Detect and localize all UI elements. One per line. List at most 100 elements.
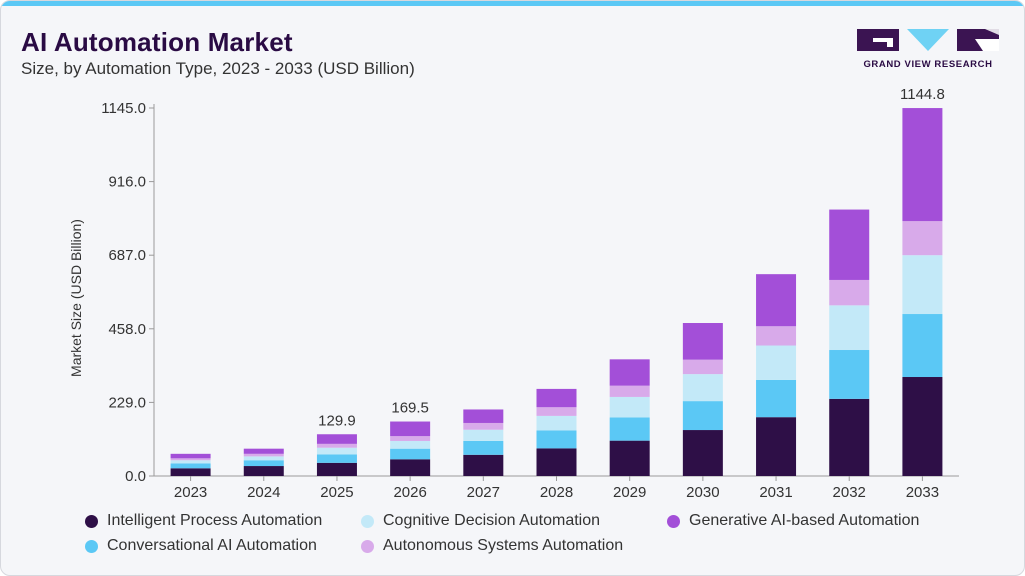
bar-segment <box>316 447 357 455</box>
legend-label: Generative AI-based Automation <box>689 512 920 529</box>
total-data-label: 1144.8 <box>900 86 945 103</box>
bar-segment <box>682 401 723 431</box>
grand-view-research-logo: GRAND VIEW RESEARCH <box>857 29 999 71</box>
bar-segment <box>390 436 431 441</box>
y-tick-label: 229.0 <box>108 394 146 411</box>
bar-segment <box>536 407 577 416</box>
x-tick-label: 2030 <box>686 484 719 501</box>
legend-item: Cognitive Decision Automation <box>361 512 600 530</box>
bar-segment <box>902 108 943 222</box>
bar-segment <box>316 434 357 444</box>
legend-label: Autonomous Systems Automation <box>383 537 624 554</box>
legend-swatch <box>667 514 680 528</box>
bar-segment <box>609 396 650 418</box>
logo-letter-g <box>857 29 899 51</box>
bar-segment <box>536 448 577 476</box>
x-tick-label: 2028 <box>540 484 573 501</box>
chart-title: AI Automation Market <box>21 27 293 57</box>
bar-segment <box>756 417 797 476</box>
x-tick-label: 2033 <box>906 484 939 501</box>
x-tick-label: 2027 <box>467 484 500 501</box>
y-axis-label: Market Size (USD Billion) <box>68 219 84 377</box>
logo-letter-v <box>907 29 949 51</box>
x-tick-label: 2025 <box>320 484 353 501</box>
x-tick-label: 2023 <box>174 484 207 501</box>
y-tick-label: 687.0 <box>108 247 146 264</box>
y-tick-label: 916.0 <box>108 174 146 191</box>
bar-segment <box>243 460 284 467</box>
legend-label: Conversational AI Automation <box>107 537 317 554</box>
bar-segment <box>682 359 723 375</box>
x-tick-label: 2029 <box>613 484 646 501</box>
bar-segment <box>170 468 211 476</box>
bar-segment <box>756 326 797 346</box>
x-tick-label: 2026 <box>393 484 426 501</box>
bar-segment <box>463 454 504 476</box>
bar-segment <box>243 448 284 454</box>
legend-swatch <box>85 539 98 553</box>
x-tick-label: 2024 <box>247 484 280 501</box>
bar-segment <box>756 345 797 380</box>
bar-segment <box>609 359 650 386</box>
total-data-label: 169.5 <box>391 400 429 417</box>
bar-segment <box>463 409 504 423</box>
y-tick-label: 1145.0 <box>101 100 146 117</box>
y-tick-label: 458.0 <box>108 321 146 338</box>
bar-segment <box>536 388 577 408</box>
bar-segment <box>902 221 943 256</box>
bar-segment <box>390 448 431 460</box>
bar-segment <box>536 430 577 449</box>
bar-segment <box>170 460 211 464</box>
bar-segment <box>390 459 431 476</box>
bar-segment <box>243 456 284 461</box>
bar-segment <box>902 255 943 315</box>
y-tick-label: 0.0 <box>125 468 146 485</box>
bar-segment <box>829 279 870 306</box>
bar-segment <box>463 440 504 455</box>
bar-segment <box>316 454 357 463</box>
legend-item: Autonomous Systems Automation <box>361 537 623 555</box>
legend-item: Conversational AI Automation <box>85 537 317 555</box>
bar-segment <box>390 440 431 449</box>
x-tick-label: 2031 <box>759 484 792 501</box>
bar-segment <box>682 374 723 402</box>
legend-item: Intelligent Process Automation <box>85 512 322 530</box>
logo-mark <box>857 29 999 51</box>
logo-letter-r <box>957 29 999 51</box>
bar-segment <box>829 209 870 280</box>
chart-subtitle: Size, by Automation Type, 2023 - 2033 (U… <box>21 59 415 78</box>
legend-swatch <box>85 514 98 528</box>
legend-swatch <box>361 514 374 528</box>
bar-segment <box>170 458 211 461</box>
bar-segment <box>682 430 723 476</box>
logo-text: GRAND VIEW RESEARCH <box>863 59 993 70</box>
total-data-label: 129.9 <box>318 412 356 429</box>
bar-segment <box>829 398 870 476</box>
bar-segment <box>170 463 211 469</box>
bar-segment <box>170 453 211 459</box>
bar-segment <box>463 422 504 430</box>
bar-segment <box>756 274 797 327</box>
legend-label: Intelligent Process Automation <box>107 512 323 529</box>
bar-segment <box>463 429 504 441</box>
x-tick-label: 2032 <box>833 484 866 501</box>
bar-segment <box>902 314 943 378</box>
bar-segment <box>609 440 650 476</box>
bar-segment <box>316 462 357 476</box>
bar-segment <box>536 415 577 431</box>
legend-item: Generative AI-based Automation <box>667 512 919 530</box>
bar-segment <box>902 377 943 476</box>
legend-label: Cognitive Decision Automation <box>383 512 601 529</box>
bar-segment <box>243 453 284 457</box>
bar-segment <box>756 379 797 418</box>
bar-segment <box>682 323 723 360</box>
bar-segment <box>609 417 650 441</box>
bar-segment <box>390 421 431 437</box>
bar-segment <box>609 385 650 397</box>
top-accent-strip <box>1 1 1024 6</box>
bar-segment <box>829 305 870 351</box>
stacked-bar-chart: Market Size (USD Billion) 0.0 229.0 458.0 68… <box>68 86 959 501</box>
chart-legend: Intelligent Process Automation Cognitive … <box>85 512 985 564</box>
legend-swatch <box>361 539 374 553</box>
